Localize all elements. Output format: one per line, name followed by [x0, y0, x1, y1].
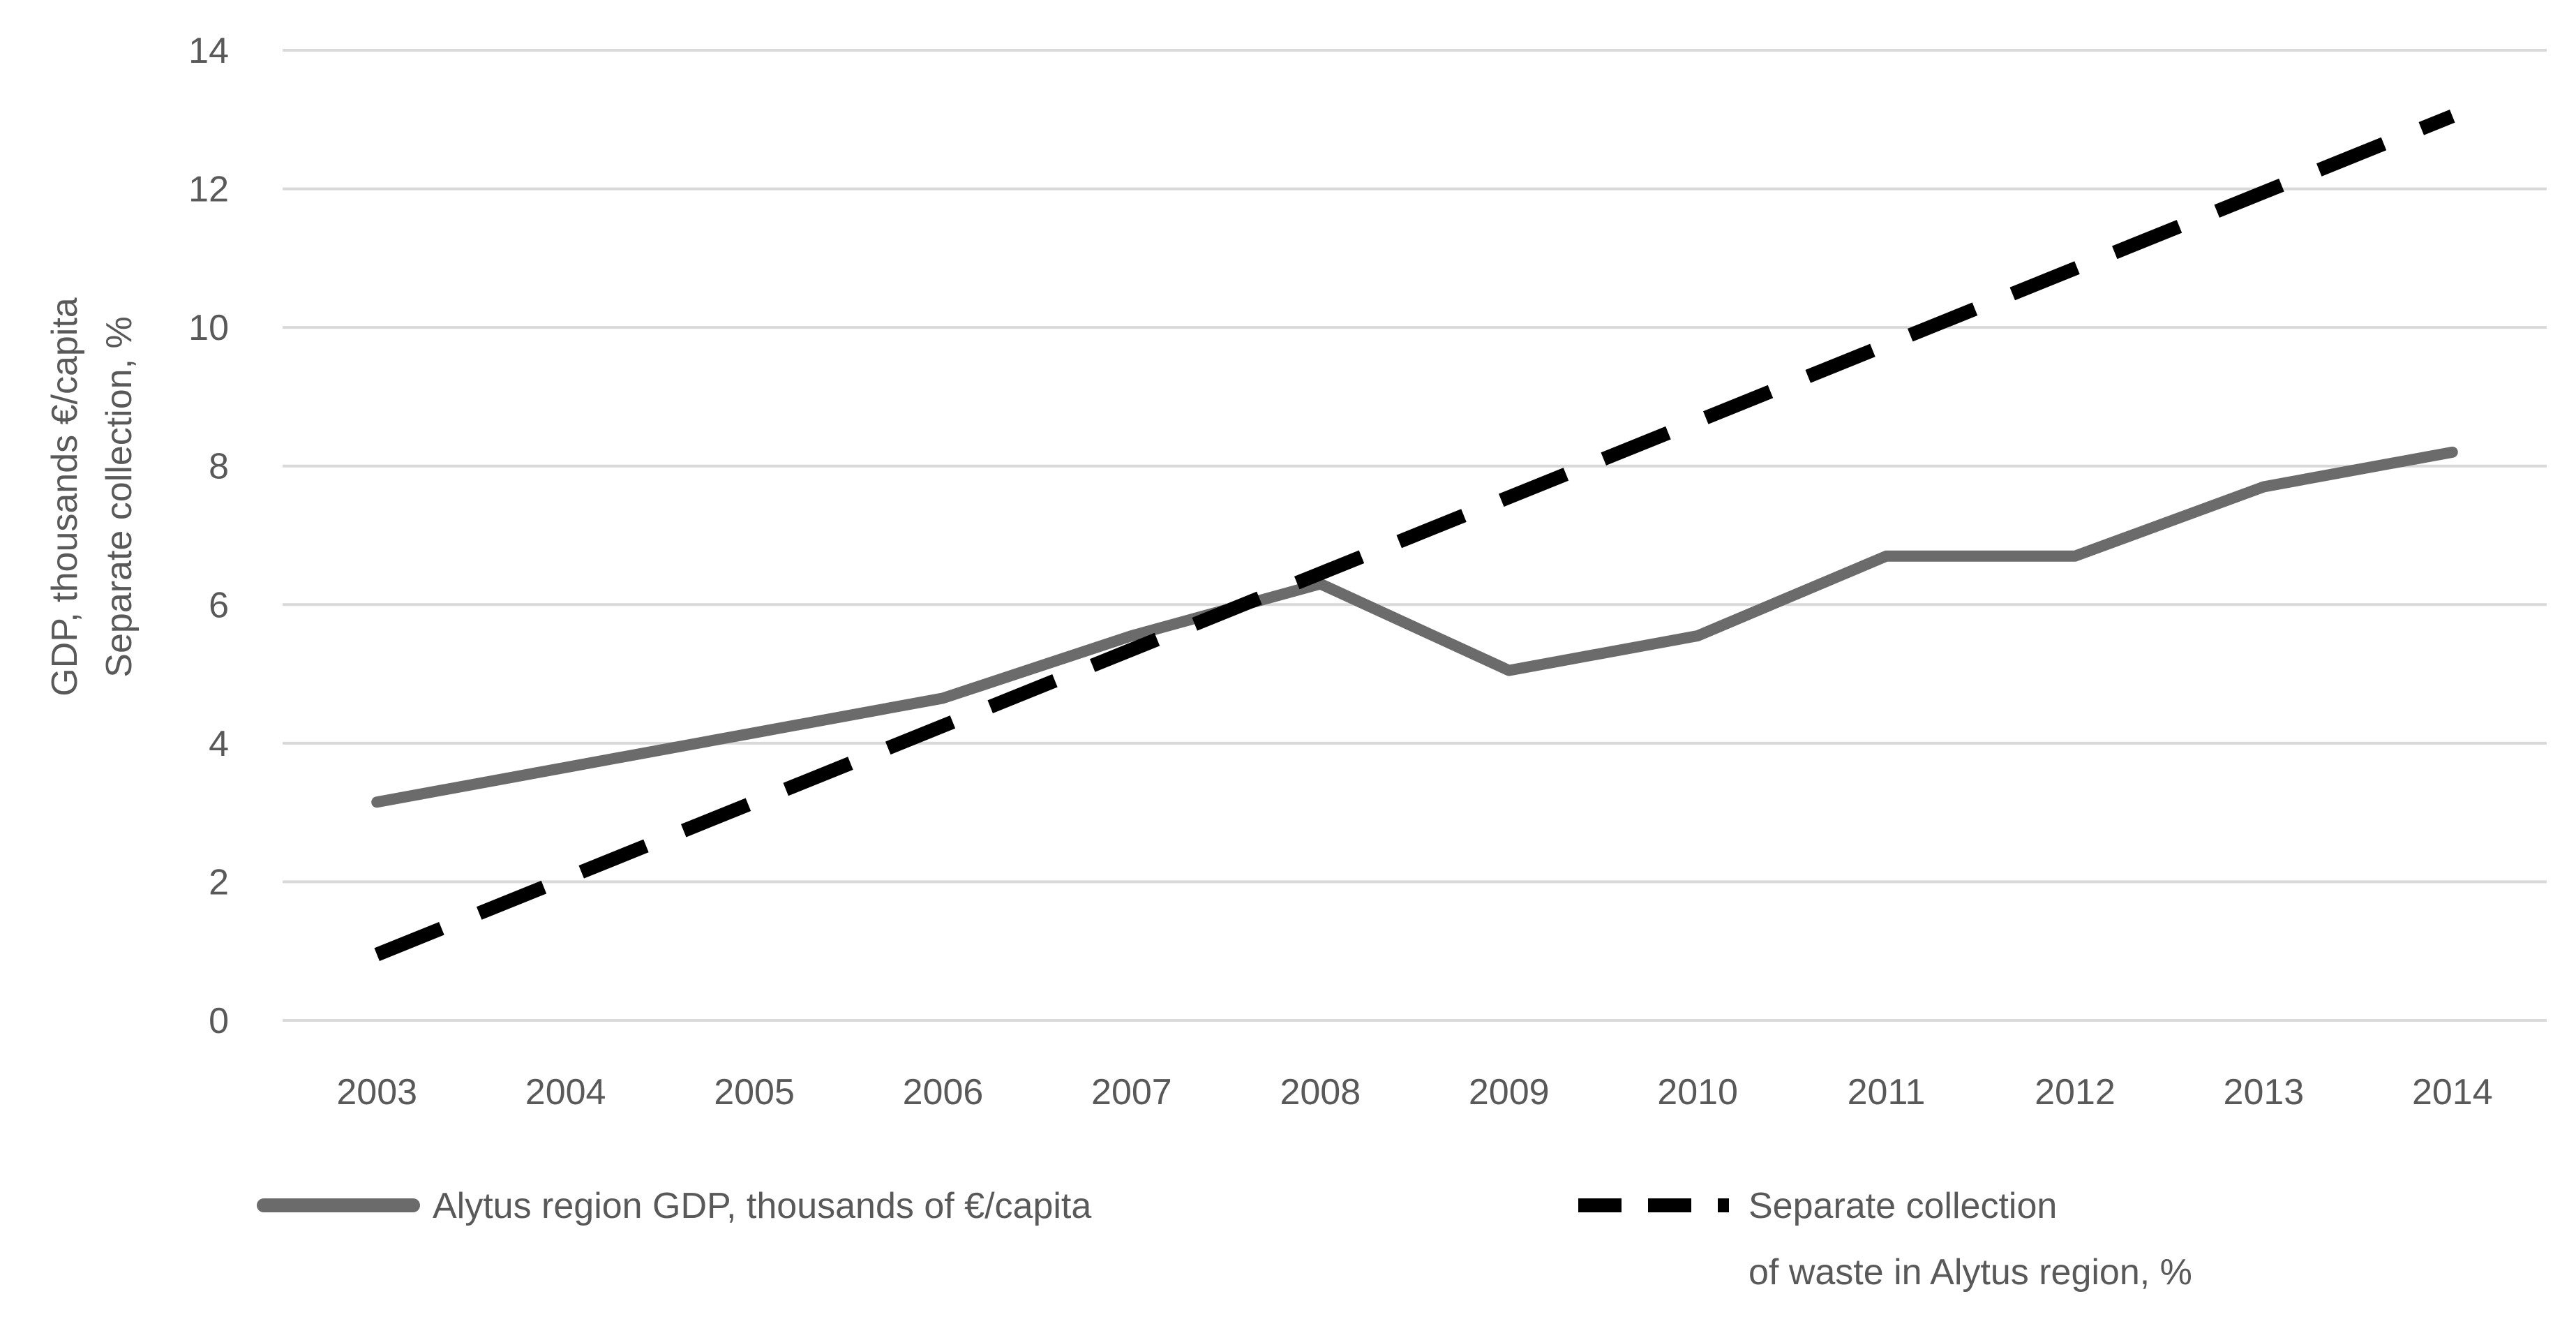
x-tick-label-2005: 2005 [714, 1072, 795, 1113]
x-tick-label-2003: 2003 [336, 1072, 417, 1113]
x-tick-label-2004: 2004 [525, 1072, 606, 1113]
legend-label-gdp: Alytus region GDP, thousands of €/capita [433, 1186, 1091, 1226]
x-tick-label-2008: 2008 [1280, 1072, 1361, 1113]
y-tick-label-0: 0 [209, 1001, 229, 1041]
legend-label-separate-collection-line-1: Separate collection [1748, 1186, 2057, 1226]
gridlines [283, 49, 2547, 1022]
series-line-gdp [371, 446, 2458, 808]
y-tick-label-6: 6 [209, 585, 229, 625]
x-tick-label-2013: 2013 [2224, 1072, 2305, 1113]
x-tick-label-2006: 2006 [903, 1072, 984, 1113]
x-tick-label-2012: 2012 [2035, 1072, 2116, 1113]
y-tick-label-12: 12 [188, 170, 229, 210]
x-tick-label-2011: 2011 [1848, 1072, 1926, 1113]
legend: Alytus region GDP, thousands of €/capita… [257, 1186, 2192, 1293]
y-tick-label-4: 4 [209, 724, 229, 764]
series-lines [371, 110, 2458, 961]
x-tick-label-2014: 2014 [2412, 1072, 2493, 1113]
y-tick-label-2: 2 [209, 862, 229, 902]
y-axis-title-line-1: GDP, thousands €/capita [45, 297, 85, 696]
y-tick-label-10: 10 [188, 308, 229, 348]
legend-label-separate-collection-line-2: of waste in Alytus region, % [1748, 1252, 2192, 1293]
series-line-separate-collection [374, 110, 2455, 961]
x-tick-label-2010: 2010 [1657, 1072, 1738, 1113]
y-axis-tick-labels: 0 2 4 6 8 10 12 14 [188, 31, 229, 1041]
y-axis-title-line-2: Separate collection, % [99, 316, 140, 677]
x-axis-tick-labels: 2003 2004 2005 2006 2007 2008 2009 2010 2011 2012… [336, 1072, 2492, 1113]
y-tick-label-8: 8 [209, 447, 229, 487]
x-tick-label-2009: 2009 [1469, 1072, 1550, 1113]
x-tick-label-2007: 2007 [1091, 1072, 1172, 1113]
y-tick-label-14: 14 [188, 31, 229, 71]
